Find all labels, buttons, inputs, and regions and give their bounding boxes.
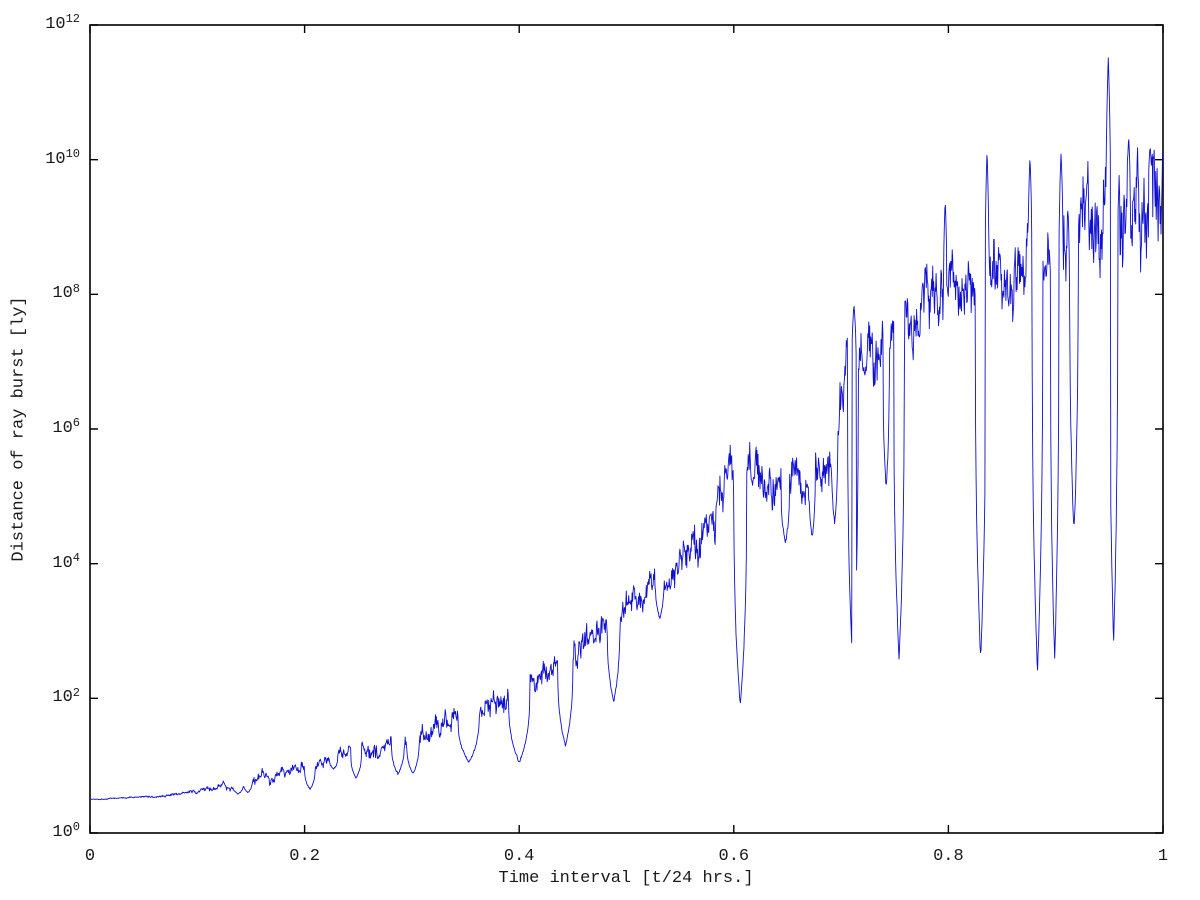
axis-tick-marks	[89, 24, 1164, 834]
x-tick-label-0.6: 0.6	[718, 847, 750, 866]
x-tick-label-0.2: 0.2	[289, 847, 320, 866]
y-tick-label-1e2: 102	[52, 685, 80, 708]
y-tick-label-1e12: 1012	[45, 12, 80, 34]
y-tick-label-1e6: 106	[52, 416, 80, 438]
y-tick-label-1e4: 104	[52, 551, 80, 573]
y-axis-title: Distance of ray burst [ly]	[9, 296, 29, 562]
data-series-line	[89, 57, 1164, 801]
plot-box-border	[89, 24, 1164, 834]
x-tick-label-1: 1	[1157, 847, 1169, 866]
x-axis-title: Time interval [t/24 hrs.]	[498, 869, 754, 888]
y-tick-label-1e0: 100	[52, 820, 80, 842]
y-tick-label-1e10: 1010	[45, 147, 80, 169]
x-tick-label-0.4: 0.4	[503, 847, 535, 866]
y-tick-label-1e8: 108	[52, 281, 80, 304]
x-tick-label-0: 0	[84, 847, 96, 866]
x-tick-label-0.8: 0.8	[933, 847, 964, 866]
